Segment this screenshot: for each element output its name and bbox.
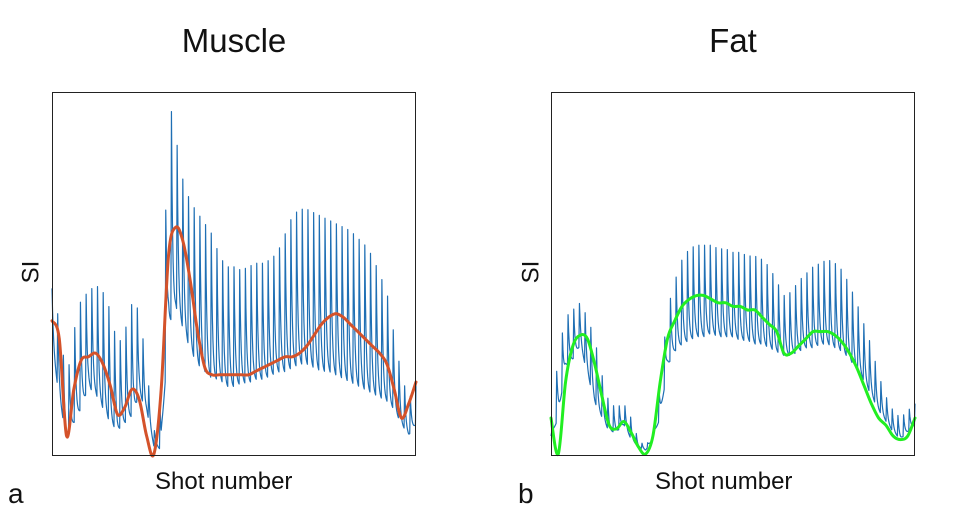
x-axis-label: Shot number	[155, 468, 293, 495]
smoothed-signal-line	[549, 293, 917, 456]
x-axis-label: Shot number	[655, 468, 793, 495]
panel-fat: Fat SI Shot number b	[500, 0, 959, 516]
y-axis-label: SI	[17, 260, 45, 284]
smoothed-signal-line	[50, 225, 418, 458]
panel-label: b	[518, 478, 534, 509]
panel-muscle: Muscle SI Shot number a	[0, 0, 460, 516]
raw-signal-line	[51, 110, 417, 450]
plot-frame	[52, 92, 416, 456]
raw-signal-line	[550, 244, 916, 451]
plot-frame	[551, 92, 915, 456]
chart-title: Muscle	[181, 22, 287, 59]
y-axis-label: SI	[517, 260, 545, 284]
chart-title: Fat	[709, 22, 757, 59]
panel-label: a	[8, 478, 24, 509]
plot-area	[549, 92, 917, 456]
plot-area	[50, 92, 418, 458]
